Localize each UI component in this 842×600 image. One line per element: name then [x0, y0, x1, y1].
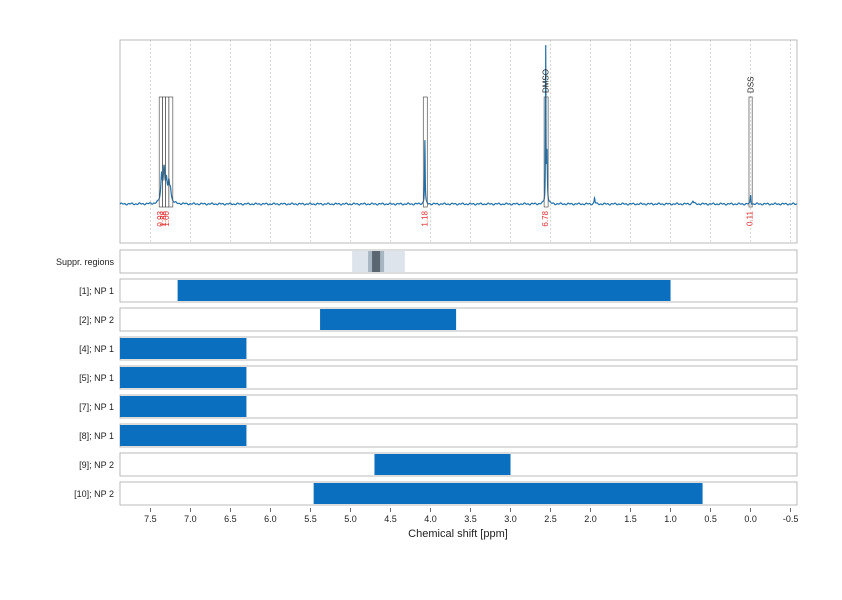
x-axis: 7.5 7.0 6.5 6.0 5.5 5.0 4.5 4.0 3.5 3.0 2.5 2.0 1.5 1…: [144, 508, 798, 524]
integral-value-label: 6.78: [541, 210, 550, 226]
track-label: [9]; NP 2: [79, 460, 114, 470]
x-tick-label: -0.5: [783, 514, 799, 524]
integral-value-label: 1.88: [159, 210, 168, 226]
x-tick-label: 6.5: [224, 514, 237, 524]
x-tick-label: 4.0: [424, 514, 437, 524]
integral-region-box: [422, 96, 428, 208]
x-tick-label: 0.0: [744, 514, 757, 524]
range-bar: [120, 338, 247, 359]
integral-value-label: 1.00: [162, 210, 171, 226]
peak-annotation-label: DMSO: [542, 69, 551, 93]
range-bar: [120, 396, 247, 417]
x-tick-label: 0.5: [704, 514, 717, 524]
integral-region-box: [748, 96, 753, 208]
track-label: [7]; NP 1: [79, 402, 114, 412]
x-tick-label: 5.0: [344, 514, 357, 524]
range-bar: [120, 367, 247, 388]
peak-annotation-label: DSS: [747, 77, 756, 93]
x-tick-label: 1.5: [624, 514, 637, 524]
x-tick-label: 5.5: [304, 514, 317, 524]
track-label: [8]; NP 1: [79, 431, 114, 441]
integral-value-label: 1.18: [420, 210, 429, 226]
integral-value-label: 0.11: [746, 210, 755, 226]
x-tick-label: 2.5: [544, 514, 557, 524]
track-label: [1]; NP 1: [79, 286, 114, 296]
range-bar: [320, 309, 457, 330]
grid-layer: [150, 40, 791, 243]
x-tick-label: 2.0: [584, 514, 597, 524]
track-label: [4]; NP 1: [79, 344, 114, 354]
x-tick-label: 6.0: [264, 514, 277, 524]
spectrum-trace: [119, 45, 798, 206]
x-tick-label: 7.0: [184, 514, 197, 524]
x-tick-label: 7.5: [144, 514, 157, 524]
spectrum-panel: [119, 39, 798, 244]
track-label: [2]; NP 2: [79, 315, 114, 325]
integral-value-label: 0.93: [156, 210, 165, 226]
integral-region-box: [165, 96, 170, 208]
x-tick-label: 3.0: [504, 514, 517, 524]
x-tick-label: 4.5: [384, 514, 397, 524]
spectrum-layer: 0.931.881.00 1.18 6.78 0.11 DMSO DSS: [119, 45, 798, 227]
tracks-layer: Suppr. regions [1]; NP 1 [2]; NP 2 [4]; NP …: [56, 249, 798, 506]
x-axis-label: Chemical shift [ppm]: [408, 528, 508, 540]
range-bar: [374, 454, 511, 475]
integral-region-box: [543, 96, 549, 208]
range-bar: [177, 280, 671, 301]
x-tick-label: 3.5: [464, 514, 477, 524]
range-bar: [120, 425, 247, 446]
integral-region-box: [168, 96, 174, 208]
x-tick-label: 1.0: [664, 514, 677, 524]
range-bar: [313, 483, 703, 504]
integral-region-box: [162, 96, 166, 208]
track-frame: [119, 307, 798, 332]
track-label: Suppr. regions: [56, 257, 115, 267]
track-frame: [119, 249, 798, 274]
suppression-region: [372, 251, 381, 272]
track-label: [5]; NP 1: [79, 373, 114, 383]
track-label: [10]; NP 2: [74, 489, 114, 499]
